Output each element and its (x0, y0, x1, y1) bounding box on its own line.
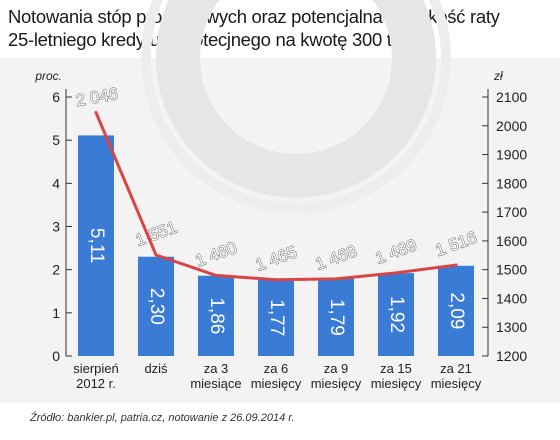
category-label: miesięcy (431, 376, 482, 391)
rate-point (334, 277, 338, 281)
category-label: za 3 (204, 361, 229, 376)
rate-point (154, 253, 158, 257)
bar-value-label: 1,92 (386, 296, 407, 333)
category-label: za 15 (380, 361, 412, 376)
chart-title-line-1: Notowania stóp procentowych oraz potencj… (8, 6, 500, 27)
left-axis-tick-label: 2 (52, 262, 60, 278)
bar (198, 275, 234, 356)
category-label: za 9 (324, 361, 349, 376)
bar-value-label: 1,86 (206, 297, 227, 334)
right-axis-tick-label: 1600 (496, 233, 527, 249)
rate-point (274, 278, 278, 282)
left-axis-tick-label: 3 (52, 219, 60, 235)
rate-value-label: 1 516 (433, 228, 479, 260)
bar-value-label: 1,77 (266, 299, 287, 336)
bar (78, 135, 114, 356)
bar (258, 279, 294, 356)
rate-point (94, 111, 98, 115)
left-axis-tick-label: 6 (52, 89, 60, 105)
right-axis-tick-label: 1300 (496, 319, 527, 335)
right-axis-tick-label: 1900 (496, 147, 527, 163)
category-label: miesięcy (371, 376, 422, 391)
right-axis-tick-label: 1700 (496, 204, 527, 220)
right-axis-tick-label: 1400 (496, 290, 527, 306)
left-axis-tick-label: 5 (52, 132, 60, 148)
bar-value-label: 1,79 (326, 299, 347, 336)
rate-value-label: 1 480 (193, 238, 239, 270)
category-label: miesięcy (311, 376, 362, 391)
source-note: Źródło: bankier.pl, patria.cz, notowanie… (30, 412, 295, 424)
chart-title: Notowania stóp procentowych oraz potencj… (8, 5, 553, 51)
category-label: 2012 r. (76, 376, 116, 391)
right-axis-tick-label: 2100 (496, 89, 527, 105)
rate-point (394, 271, 398, 275)
category-label: miesięcy (251, 376, 302, 391)
rate-point (214, 273, 218, 277)
bar (138, 256, 174, 356)
category-label: za 21 (440, 361, 472, 376)
rate-value-label: 2 046 (74, 84, 119, 110)
category-label: za 6 (264, 361, 289, 376)
bar (378, 273, 414, 356)
category-label: sierpień (73, 361, 119, 376)
right-axis-unit: zł (493, 69, 503, 83)
right-axis-tick-label: 2000 (496, 118, 527, 134)
rate-point (454, 263, 458, 267)
right-axis-tick-label: 1200 (496, 348, 527, 364)
right-axis-tick-label: 1500 (496, 262, 527, 278)
category-label: dziś (144, 361, 168, 376)
watermark-logo (141, 0, 451, 213)
right-axis-tick-label: 1800 (496, 175, 527, 191)
rate-value-label: 1 465 (253, 242, 299, 274)
rate-value-label: 1 468 (313, 242, 359, 274)
chart-title-line-2: 25-letniego kredytu hitpotecjnego na kwo… (8, 29, 432, 50)
bar (318, 278, 354, 356)
bar-value-label: 2,30 (146, 288, 167, 325)
rate-value-label: 1 551 (133, 218, 179, 250)
left-axis-tick-label: 0 (52, 348, 60, 364)
left-axis-unit: proc. (34, 69, 62, 83)
category-label: miesiące (190, 376, 241, 391)
bar (438, 265, 474, 356)
left-axis-tick-label: 4 (52, 175, 60, 191)
bar-value-label: 2,09 (446, 292, 467, 329)
rate-value-label: 1 489 (373, 235, 419, 267)
left-axis-tick-label: 1 (52, 305, 60, 321)
bar-value-label: 5,11 (86, 228, 107, 264)
